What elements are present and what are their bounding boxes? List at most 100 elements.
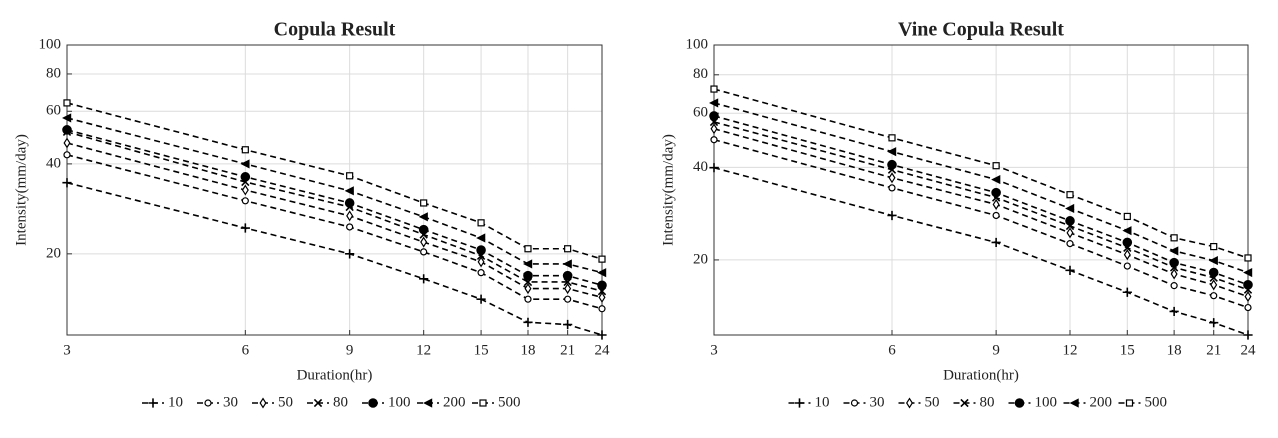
data-point (1123, 249, 1131, 261)
data-point (1243, 330, 1253, 340)
x-tick-label: 18 (1167, 342, 1182, 358)
data-point (563, 319, 573, 330)
series-line (66, 154, 603, 310)
data-point (476, 245, 486, 255)
data-point (241, 184, 249, 196)
data-point (564, 295, 572, 303)
data-point (1244, 254, 1252, 262)
data-point (562, 259, 572, 269)
data-point (524, 283, 532, 295)
data-point (62, 113, 72, 123)
data-point (346, 210, 354, 222)
data-point (523, 317, 533, 327)
data-point (1065, 203, 1075, 214)
data-point (476, 233, 486, 243)
data-point (1065, 216, 1075, 226)
data-point (1210, 292, 1218, 300)
x-tick-label: 21 (1206, 342, 1221, 358)
data-point (991, 175, 1001, 185)
data-point (346, 172, 354, 180)
data-point (887, 210, 897, 221)
y-tick-label: 60 (693, 105, 708, 121)
series-line (66, 117, 603, 274)
data-point (477, 269, 485, 277)
legend-label: 500 (1145, 394, 1168, 410)
data-point (1208, 256, 1218, 266)
data-point (710, 136, 718, 144)
data-point (1244, 303, 1252, 312)
legend-label: 100 (1035, 394, 1058, 410)
data-point (564, 283, 572, 295)
plot-frame (713, 44, 1249, 336)
chart-title: Vine Copula Result (898, 19, 1064, 41)
x-tick-label: 15 (1120, 342, 1135, 358)
y-axis-label: Intensity(mm/day) (13, 134, 29, 246)
data-point (992, 211, 1000, 220)
data-point (1122, 237, 1133, 248)
y-tick-label: 100 (39, 36, 62, 52)
data-point (240, 223, 250, 233)
data-point (992, 198, 1000, 210)
data-point (63, 151, 71, 159)
legend-label: 200 (1090, 394, 1113, 410)
plot-frame (66, 44, 603, 336)
series-line (713, 128, 1249, 298)
legend-label: 500 (498, 394, 521, 410)
data-point (62, 125, 72, 135)
data-point (597, 280, 607, 291)
legend-marker (479, 399, 487, 407)
data-point (477, 256, 485, 268)
data-point (1122, 287, 1132, 297)
data-point (991, 237, 1001, 248)
data-point (523, 270, 533, 281)
data-point (345, 249, 355, 259)
legend-label: 200 (443, 394, 466, 410)
data-point (1208, 267, 1219, 278)
data-point (1170, 282, 1178, 290)
series-line (713, 102, 1249, 274)
data-point (1210, 242, 1218, 251)
legend-marker (259, 397, 267, 409)
legend-label: 50 (925, 394, 940, 410)
data-point (1243, 267, 1253, 278)
data-point (241, 146, 249, 154)
data-point (564, 245, 572, 253)
data-point (1243, 280, 1253, 290)
data-point (888, 134, 896, 142)
legend-label: 10 (815, 394, 830, 410)
series-line (66, 102, 603, 260)
y-tick-label: 80 (693, 66, 708, 82)
x-tick-label: 9 (992, 342, 1000, 358)
series-line (66, 131, 603, 292)
data-point (710, 123, 718, 135)
y-axis-label: Intensity(mm/day) (660, 134, 676, 246)
x-tick-label: 9 (346, 342, 354, 358)
series-line (713, 121, 1249, 291)
data-point (344, 198, 355, 208)
data-point (992, 162, 1000, 170)
data-point (1122, 226, 1132, 236)
data-point (420, 248, 428, 256)
legend-marker (313, 398, 323, 408)
data-point (1170, 234, 1178, 242)
data-point (597, 268, 607, 278)
data-point (523, 259, 533, 269)
legend-marker (204, 399, 212, 407)
legend-marker (960, 398, 969, 408)
data-point (709, 111, 719, 121)
y-tick-label: 60 (46, 103, 61, 119)
data-point (887, 159, 897, 170)
data-point (1065, 265, 1075, 275)
data-point (420, 199, 428, 207)
data-point (598, 255, 606, 263)
x-axis-label: Duration(hr) (297, 367, 373, 383)
chart-title: Copula Result (274, 19, 396, 41)
legend-label: 10 (168, 394, 183, 410)
legend-marker (905, 397, 914, 409)
legend-marker (148, 398, 158, 408)
data-point (240, 159, 250, 169)
data-point (1066, 227, 1074, 239)
legend-label: 30 (223, 394, 238, 410)
data-point (524, 245, 532, 253)
